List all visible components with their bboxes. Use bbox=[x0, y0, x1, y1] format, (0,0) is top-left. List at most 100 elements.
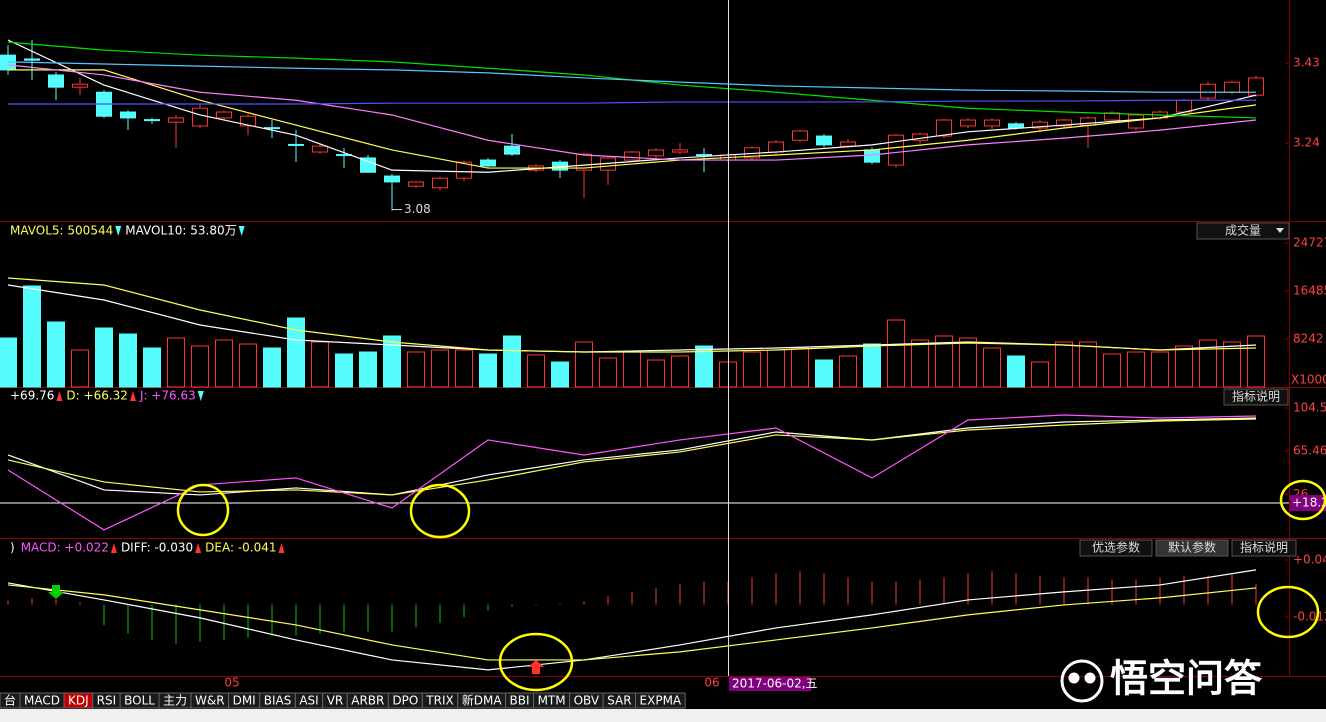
candle-body bbox=[288, 143, 304, 146]
button-label[interactable]: 默认参数 bbox=[1168, 540, 1216, 555]
volume-bar bbox=[1103, 353, 1121, 388]
candle-body bbox=[72, 83, 88, 88]
volume-bar bbox=[1175, 345, 1193, 388]
candle-body bbox=[216, 111, 232, 119]
candle-body bbox=[1104, 112, 1120, 121]
volume-bar bbox=[1151, 351, 1169, 388]
candle-body bbox=[888, 134, 904, 166]
tab-label[interactable]: OBV bbox=[574, 694, 600, 708]
indicator-line bbox=[7, 39, 1257, 173]
down-arrow bbox=[238, 226, 245, 236]
tab-label[interactable]: TRIX bbox=[425, 694, 453, 708]
tab-label[interactable]: BBI bbox=[510, 694, 530, 708]
volume-bar bbox=[1223, 341, 1241, 388]
volume-bar bbox=[647, 359, 665, 388]
legend-item: J: +76.63 bbox=[139, 389, 196, 403]
logo-eye bbox=[1084, 672, 1096, 684]
button-label[interactable]: 优选参数 bbox=[1092, 540, 1140, 555]
candle-body bbox=[1056, 119, 1072, 127]
indicator-line bbox=[7, 64, 1257, 161]
tab-label[interactable]: ARBR bbox=[351, 694, 384, 708]
y-tick-label: 3.24 bbox=[1293, 136, 1320, 150]
indicator-line bbox=[7, 569, 1257, 671]
tab[interactable] bbox=[635, 692, 686, 709]
button[interactable] bbox=[1155, 539, 1229, 557]
candle-body bbox=[24, 58, 40, 61]
indicator-line bbox=[7, 414, 1257, 531]
candle-body bbox=[648, 149, 664, 157]
volume-bar bbox=[551, 361, 569, 388]
candle-body bbox=[312, 145, 328, 153]
tab-label[interactable]: MTM bbox=[538, 694, 566, 708]
candle-body bbox=[480, 159, 496, 167]
volume-bar bbox=[791, 347, 809, 388]
legend-item: DIFF: -0.030 bbox=[121, 541, 193, 555]
tab-label[interactable]: W&R bbox=[195, 694, 225, 708]
candle-body bbox=[1032, 121, 1048, 129]
candle-body bbox=[840, 141, 856, 147]
volume-bar bbox=[911, 339, 929, 388]
volume-bar bbox=[359, 351, 377, 388]
tab-label[interactable]: ASI bbox=[299, 694, 318, 708]
legend-item: ) bbox=[10, 541, 15, 555]
volume-bar bbox=[527, 354, 545, 388]
tab-label[interactable]: EXPMA bbox=[640, 694, 682, 708]
up-arrow bbox=[195, 543, 202, 553]
button-label[interactable]: 指标说明 bbox=[1240, 540, 1288, 555]
volume-bar bbox=[167, 337, 185, 388]
legend-item: +69.76 bbox=[10, 389, 54, 403]
cursor-date-badge bbox=[729, 677, 811, 691]
tab-label[interactable]: VR bbox=[327, 694, 344, 708]
volume-bar bbox=[1199, 339, 1217, 388]
axis-unit: X1000 bbox=[1291, 373, 1326, 387]
candle-body bbox=[1200, 83, 1216, 99]
volume-bar bbox=[71, 349, 89, 388]
volume-bar bbox=[455, 349, 473, 388]
tab-label[interactable]: KDJ bbox=[68, 694, 89, 708]
volume-bar bbox=[935, 335, 953, 388]
volume-bar bbox=[743, 351, 761, 388]
dropdown-label[interactable]: 成交量 bbox=[1225, 223, 1261, 238]
volume-bar bbox=[983, 347, 1001, 388]
y-tick-label: 65.46 bbox=[1293, 443, 1326, 457]
tab-label[interactable]: RSI bbox=[97, 694, 117, 708]
cursor-date: 2017-06-02,五 bbox=[732, 677, 818, 691]
highlight-circle bbox=[1256, 585, 1320, 639]
button[interactable] bbox=[1079, 539, 1153, 557]
button[interactable] bbox=[1231, 539, 1297, 557]
reference-label: +18.2 bbox=[1292, 496, 1326, 510]
button[interactable] bbox=[1223, 388, 1289, 406]
volume-bar bbox=[119, 333, 137, 388]
y-tick-label: -0.012 bbox=[1293, 609, 1326, 623]
tab-label[interactable]: SAR bbox=[607, 694, 631, 708]
candle-body bbox=[624, 151, 640, 161]
logo-ring bbox=[1060, 659, 1104, 703]
low-label: 3.08 bbox=[404, 202, 431, 216]
tab-label[interactable]: DPO bbox=[392, 694, 418, 708]
highlight-circle bbox=[409, 483, 471, 539]
y-tick-label: +0.043 bbox=[1293, 552, 1326, 566]
tab-label[interactable]: 新DMA bbox=[462, 693, 503, 708]
volume-bar bbox=[191, 345, 209, 388]
tab-label[interactable]: BOLL bbox=[124, 694, 155, 708]
tab-label[interactable]: 主力 bbox=[163, 694, 187, 708]
volume-bar bbox=[695, 345, 713, 388]
candle-body bbox=[984, 119, 1000, 127]
dropdown[interactable] bbox=[1196, 222, 1290, 240]
y-tick-label: 104.5 bbox=[1293, 400, 1326, 414]
y-tick-label: 3.43 bbox=[1293, 56, 1320, 70]
y-tick-label: 8242 bbox=[1293, 331, 1324, 345]
tab-label[interactable]: BIAS bbox=[264, 694, 292, 708]
annotations bbox=[176, 479, 1326, 692]
candle-body bbox=[360, 157, 376, 173]
volume-bar bbox=[23, 285, 41, 388]
tab-label[interactable]: 台 bbox=[4, 693, 16, 708]
volume-bar bbox=[887, 319, 905, 388]
button-label[interactable]: 指标说明 bbox=[1232, 389, 1280, 404]
tab-label[interactable]: DMI bbox=[233, 694, 256, 708]
volume-bar bbox=[287, 317, 305, 388]
candle-body bbox=[384, 175, 400, 183]
tab-label[interactable]: MACD bbox=[24, 694, 60, 708]
volume-bar bbox=[407, 351, 425, 388]
